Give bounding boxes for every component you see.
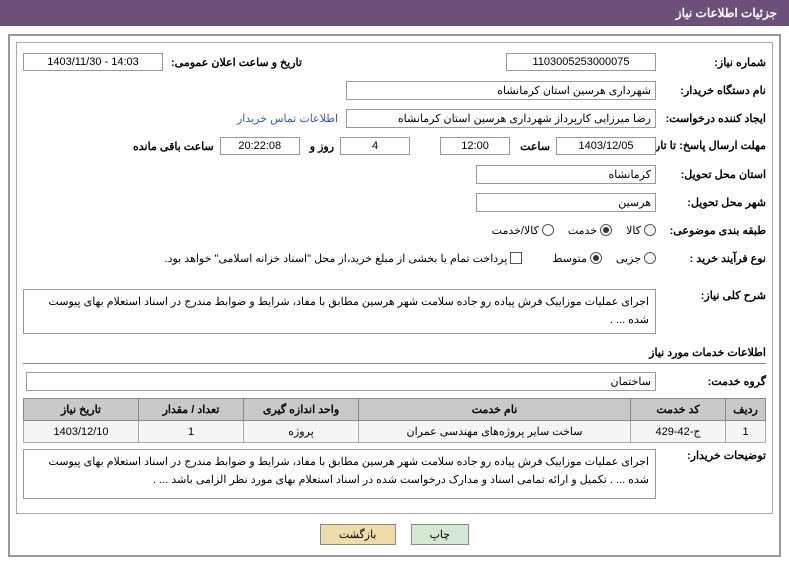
row-province: استان محل تحویل: کرمانشاه <box>23 163 766 185</box>
label-need-no: شماره نیاز: <box>656 56 766 69</box>
field-buyer-notes: اجرای عملیات موزاییک فرش پیاده رو جاده س… <box>23 449 656 499</box>
services-table: ردیف کد خدمت نام خدمت واحد اندازه گیری ت… <box>23 398 766 443</box>
label-city: شهر محل تحویل: <box>656 196 766 209</box>
services-info-title: اطلاعات خدمات مورد نیاز <box>23 342 766 364</box>
row-subject-class: طبقه بندی موضوعی: کالا خدمت کالا/خدمت <box>23 219 766 241</box>
label-subject-class: طبقه بندی موضوعی: <box>656 224 766 237</box>
row-buyer-notes: توضیحات خریدار: اجرای عملیات موزاییک فرش… <box>23 449 766 499</box>
th-date: تاریخ نیاز <box>24 399 139 421</box>
row-requester: ایجاد کننده درخواست: رضا میرزایی کارپردا… <box>23 107 766 129</box>
label-time-word: ساعت <box>516 140 550 153</box>
radio-partial-circle <box>644 252 656 264</box>
main-frame: AriaTender شماره نیاز: 1103005253000075 … <box>8 34 781 557</box>
row-purchase-type: نوع فرآیند خرید : جزیی متوسط پرداخت تمام… <box>23 247 766 269</box>
radio-partial-label: جزیی <box>616 252 641 265</box>
row-buyer-org: نام دستگاه خریدار: شهرداری هرسین استان ک… <box>23 79 766 101</box>
radio-medium-label: متوسط <box>552 252 587 265</box>
th-row: ردیف <box>726 399 766 421</box>
label-buyer-notes: توضیحات خریدار: <box>656 449 766 462</box>
field-days-remain: 4 <box>340 137 410 155</box>
radio-medium-circle <box>590 252 602 264</box>
radio-partial[interactable]: جزیی <box>616 252 656 265</box>
field-service-group: ساختمان <box>26 372 656 391</box>
label-announce-dt: تاریخ و ساعت اعلان عمومی: <box>167 56 302 69</box>
radio-goods-service-circle <box>542 224 554 236</box>
cell-need_date: 1403/12/10 <box>24 421 139 443</box>
label-requester: ایجاد کننده درخواست: <box>656 112 766 125</box>
row-service-group: گروه خدمت: ساختمان <box>23 370 766 392</box>
radio-goods-circle <box>644 224 656 236</box>
field-buyer-org: شهرداری هرسین استان کرمانشاه <box>346 81 656 100</box>
cell-unit: پروژه <box>244 421 359 443</box>
row-city: شهر محل تحویل: هرسین <box>23 191 766 213</box>
label-time-remain: ساعت باقی مانده <box>129 140 214 153</box>
th-unit: واحد اندازه گیری <box>244 399 359 421</box>
row-need-desc: شرح کلی نیاز: اجرای عملیات موزاییک فرش پ… <box>23 289 766 334</box>
cell-name: ساخت سایر پروژه‌های مهندسی عمران <box>359 421 631 443</box>
print-button[interactable]: چاپ <box>411 524 470 545</box>
field-need-desc: اجرای عملیات موزاییک فرش پیاده رو جاده س… <box>23 289 656 334</box>
radio-goods[interactable]: کالا <box>626 224 656 237</box>
radio-goods-service[interactable]: کالا/خدمت <box>492 224 554 237</box>
radio-goods-label: کالا <box>626 224 641 237</box>
row-deadline: مهلت ارسال پاسخ: تا تاریخ: 1403/12/05 سا… <box>23 135 766 157</box>
label-province: استان محل تحویل: <box>656 168 766 181</box>
field-province: کرمانشاه <box>476 165 656 184</box>
label-deadline: مهلت ارسال پاسخ: تا تاریخ: <box>656 139 766 153</box>
field-deadline-time: 12:00 <box>440 137 510 155</box>
table-header-row: ردیف کد خدمت نام خدمت واحد اندازه گیری ت… <box>24 399 766 421</box>
subject-radio-group: کالا خدمت کالا/خدمت <box>492 224 656 237</box>
label-need-desc: شرح کلی نیاز: <box>656 289 766 302</box>
row-need-no: شماره نیاز: 1103005253000075 تاریخ و ساع… <box>23 51 766 73</box>
radio-service[interactable]: خدمت <box>568 224 612 237</box>
field-need-no: 1103005253000075 <box>506 53 656 71</box>
buyer-contact-link[interactable]: اطلاعات تماس خریدار <box>237 112 338 125</box>
radio-service-circle <box>600 224 612 236</box>
th-name: نام خدمت <box>359 399 631 421</box>
label-purchase-type: نوع فرآیند خرید : <box>656 252 766 265</box>
form-section: شماره نیاز: 1103005253000075 تاریخ و ساع… <box>16 42 773 514</box>
radio-medium[interactable]: متوسط <box>552 252 602 265</box>
checkbox-treasury-label: پرداخت تمام یا بخشی از مبلغ خرید،از محل … <box>165 252 508 265</box>
label-buyer-org: نام دستگاه خریدار: <box>656 84 766 97</box>
radio-goods-service-label: کالا/خدمت <box>492 224 539 237</box>
field-requester: رضا میرزایی کارپرداز شهرداری هرسین استان… <box>346 109 656 128</box>
page-header: جزئیات اطلاعات نیاز <box>0 0 789 26</box>
button-row: چاپ بازگشت <box>16 514 773 549</box>
field-announce-dt: 1403/11/30 - 14:03 <box>23 53 163 71</box>
purchase-radio-group: جزیی متوسط <box>552 252 656 265</box>
cell-code: ج-42-429 <box>631 421 726 443</box>
field-city: هرسین <box>476 193 656 212</box>
radio-service-label: خدمت <box>568 224 597 237</box>
checkbox-treasury[interactable]: پرداخت تمام یا بخشی از مبلغ خرید،از محل … <box>165 252 523 265</box>
page-title: جزئیات اطلاعات نیاز <box>676 6 777 20</box>
label-service-group: گروه خدمت: <box>656 375 766 388</box>
field-deadline-date: 1403/12/05 <box>556 137 656 155</box>
cell-qty: 1 <box>139 421 244 443</box>
cell-row: 1 <box>726 421 766 443</box>
th-qty: تعداد / مقدار <box>139 399 244 421</box>
label-days-and: روز و <box>306 140 334 153</box>
field-hms-remain: 20:22:08 <box>220 137 300 155</box>
checkbox-square-icon <box>510 252 522 264</box>
table-row: 1ج-42-429ساخت سایر پروژه‌های مهندسی عمرا… <box>24 421 766 443</box>
back-button[interactable]: بازگشت <box>320 524 396 545</box>
th-code: کد خدمت <box>631 399 726 421</box>
